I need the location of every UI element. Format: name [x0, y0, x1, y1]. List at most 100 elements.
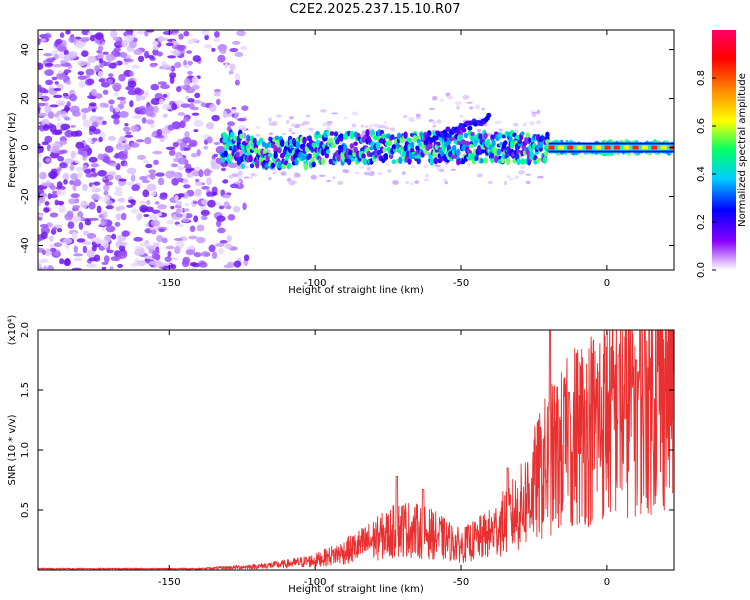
y-tick-label: 2.0: [20, 322, 31, 338]
spectrogram-band-blob: [382, 147, 387, 153]
spectrogram-noise-blob: [134, 87, 142, 95]
spectrogram-band-blob: [469, 144, 474, 149]
spectrogram-noise-blob: [142, 189, 150, 198]
spectrogram-noise-blob: [177, 157, 188, 165]
spectrogram-branch-blob: [486, 112, 492, 118]
spectrogram-noise-blob: [176, 177, 184, 183]
spectrogram-noise-blob: [236, 30, 246, 37]
spectrogram-noise-blob: [120, 212, 127, 221]
spectrogram-noise-blob: [70, 130, 79, 137]
spectrogram-noise-blob: [172, 141, 179, 148]
spectrogram-band-blob: [249, 163, 255, 169]
spectrogram-faint-blob: [522, 122, 527, 127]
spectrogram-noise-blob: [124, 134, 134, 138]
spectrogram-peak-mark: [557, 145, 564, 150]
spectrogram-noise-blob: [195, 188, 202, 196]
spectrogram-band-blob: [315, 131, 320, 136]
spectrogram-noise-blob: [183, 64, 191, 68]
spectrogram-noise-blob: [180, 103, 191, 108]
spectrogram-noise-blob: [82, 113, 87, 121]
spectrogram-noise-blob: [105, 225, 116, 233]
spectrogram-faint-blob: [450, 168, 457, 171]
colorbar-tick-label: 0.8: [696, 70, 707, 86]
spectrogram-noise-blob: [39, 171, 47, 180]
spectrogram-noise-blob: [240, 45, 247, 51]
spectrogram-noise-blob: [93, 181, 101, 186]
spectrogram-noise-blob: [118, 250, 128, 259]
spectrogram-noise-blob: [51, 76, 58, 81]
spectrogram-noise-blob: [150, 98, 161, 106]
spectrogram-noise-blob: [176, 86, 182, 93]
spectrogram-faint-blob: [337, 180, 344, 185]
spectrogram-noise-blob: [186, 50, 192, 54]
spectrogram-noise-blob: [141, 179, 150, 184]
spectrogram-noise-blob: [49, 212, 59, 218]
spectrogram-faint-blob: [288, 181, 296, 186]
spectrogram-noise-blob: [118, 244, 126, 252]
spectrogram-peak-mark: [595, 145, 602, 150]
spectrogram-noise-blob: [193, 252, 202, 258]
colorbar-tick-label: 0.6: [696, 118, 707, 134]
spectrogram-faint-blob: [339, 130, 343, 134]
spectrogram-noise-blob: [144, 255, 153, 260]
spectrogram-noise-blob: [91, 167, 96, 173]
spectrogram-noise-blob: [148, 260, 159, 266]
spectrogram-band-blob: [333, 131, 339, 137]
spectrogram-band-blob: [455, 148, 461, 157]
spectrogram-noise-blob: [38, 38, 41, 45]
spectrogram-noise-blob: [68, 51, 78, 59]
spectrogram-faint-blob: [410, 181, 414, 186]
top-x-ticks: -150 -100 -50 0: [158, 30, 610, 289]
spectrogram-faint-blob: [434, 164, 441, 168]
spectrogram-noise-blob: [103, 255, 110, 263]
spectrogram-noise-blob: [179, 120, 186, 129]
spectrogram-noise-blob: [144, 136, 152, 145]
spectrogram-noise-blob: [177, 165, 185, 171]
spectrogram-noise-blob: [91, 137, 98, 142]
spectrogram-band-blob: [325, 149, 331, 155]
spectrogram-band-blob: [339, 133, 344, 139]
spectrogram-noise-blob: [213, 88, 221, 93]
spectrogram-noise-blob: [39, 223, 49, 228]
spectrogram-band-blob: [320, 157, 326, 166]
spectrogram-noise-blob: [88, 156, 98, 163]
spectrogram-noise-blob: [211, 114, 220, 122]
spectrogram-noise-blob: [233, 260, 242, 268]
spectrogram-noise-blob: [43, 33, 52, 39]
spectrogram-noise-blob: [104, 181, 113, 186]
spectrogram-noise-blob: [68, 36, 76, 44]
spectrogram-noise-blob: [183, 30, 190, 37]
spectrogram-noise-blob: [206, 136, 213, 144]
spectrogram-noise-blob: [168, 149, 176, 156]
spectrogram-faint-blob: [352, 111, 358, 116]
spectrogram-noise-blob: [226, 235, 232, 243]
spectrogram-noise-blob: [119, 51, 128, 58]
spectrogram-noise-blob: [181, 259, 190, 268]
bot-y-ticks: 0.5 1.0 1.5 2.0: [20, 322, 674, 518]
spectrogram-noise-blob: [44, 63, 54, 67]
spectrogram-band-blob: [268, 152, 273, 158]
spectrogram-noise-blob: [203, 168, 211, 177]
spectrogram-faint-blob: [366, 172, 372, 176]
spectrogram-faint-blob: [271, 121, 278, 126]
spectrogram-faint-blob: [364, 125, 369, 128]
spectrogram-noise-blob: [131, 208, 139, 214]
spectrogram-noise-blob: [229, 47, 239, 53]
spectrogram-noise-blob: [176, 200, 182, 207]
spectrogram-noise-blob: [89, 217, 99, 221]
spectrogram-noise-blob: [84, 220, 92, 226]
spectrogram-band-blob: [302, 136, 307, 145]
y-tick-label: 40: [20, 43, 31, 56]
spectrogram-noise-blob: [97, 53, 104, 60]
spectrogram-noise-blob: [72, 217, 79, 223]
spectrogram-noise-blob: [66, 101, 71, 108]
spectrogram-noise-blob: [131, 64, 140, 70]
spectrogram-noise-blob: [142, 159, 149, 164]
spectrogram-noise-blob: [47, 111, 55, 119]
spectrogram-noise-blob: [115, 206, 121, 212]
spectrogram-band-blob: [398, 156, 403, 165]
spectrogram-noise-blob: [50, 247, 57, 252]
spectrogram-noise-blob: [141, 117, 147, 124]
spectrogram-noise-blob: [56, 181, 63, 189]
spectrogram-noise-blob: [208, 244, 216, 253]
